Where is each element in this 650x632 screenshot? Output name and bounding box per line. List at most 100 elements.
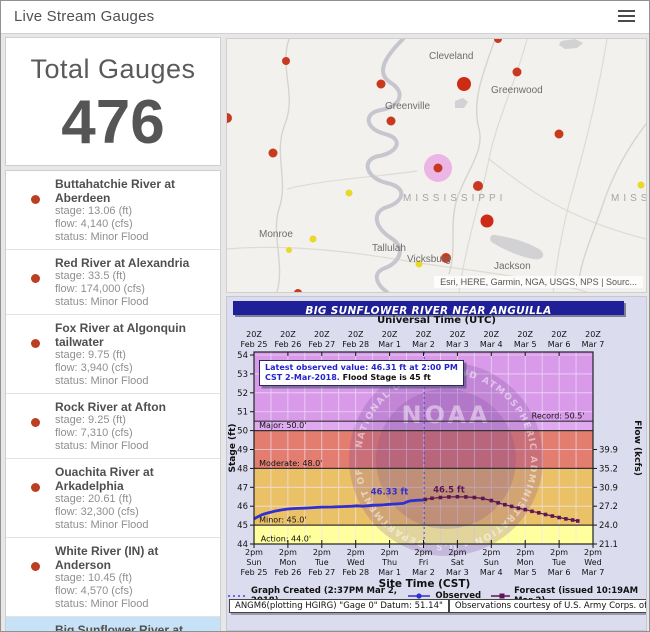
gauge-map-dot[interactable] xyxy=(473,181,483,191)
gauge-map-dot[interactable] xyxy=(294,289,302,292)
gauge-map-dot[interactable] xyxy=(494,39,502,43)
svg-text:20Z: 20Z xyxy=(450,330,466,339)
forecast-marker xyxy=(496,501,500,505)
svg-text:Mar 3: Mar 3 xyxy=(446,568,469,577)
forecast-marker xyxy=(570,518,575,522)
map-panel[interactable]: Cleveland Greenwood Greenville MISSISSIPPI M… xyxy=(226,38,647,293)
gauge-map-dot[interactable] xyxy=(433,163,443,173)
svg-text:20Z: 20Z xyxy=(517,330,533,339)
svg-text:20Z: 20Z xyxy=(551,330,567,339)
svg-text:20Z: 20Z xyxy=(382,330,398,339)
gauge-name: Red River at Alexandria xyxy=(55,256,190,270)
gauge-map-dot[interactable] xyxy=(480,214,494,228)
svg-text:20Z: 20Z xyxy=(348,330,364,339)
svg-text:2pm: 2pm xyxy=(245,548,263,557)
gauge-map-dot[interactable] xyxy=(309,235,317,243)
map-region-label: MISSISS xyxy=(611,193,646,204)
cst-axis-caption: Site Time (CST) xyxy=(378,578,471,590)
chart-footer-box: Observations courtesy of U.S. Army Corps… xyxy=(448,599,646,613)
gauge-list-item[interactable]: White River (IN) at Anderson stage: 10.45… xyxy=(6,538,220,617)
stage-axis-title: Stage (ft) xyxy=(228,424,238,473)
hydrograph-title-bar: BIG SUNFLOWER RIVER NEAR ANGUILLA xyxy=(233,301,624,317)
legend-dotted-swatch-icon xyxy=(228,595,248,597)
svg-text:Mar 2: Mar 2 xyxy=(412,340,435,349)
svg-text:Feb 27: Feb 27 xyxy=(308,340,335,349)
forecast-marker xyxy=(489,498,494,503)
gauge-name: White River (IN) at Anderson xyxy=(55,544,159,572)
svg-text:2pm: 2pm xyxy=(279,548,297,557)
annotation-line1: Latest observed value: 46.31 ft at 2:00 … xyxy=(265,363,458,372)
svg-text:2pm: 2pm xyxy=(381,548,399,557)
gauge-list-item[interactable]: Red River at Alexandria stage: 33.5 (ft) f… xyxy=(6,250,220,315)
gauge-map-dot[interactable] xyxy=(441,253,451,263)
svg-text:49: 49 xyxy=(237,446,248,456)
svg-text:20Z: 20Z xyxy=(483,330,499,339)
latest-observed-annotation: Latest observed value: 46.31 ft at 2:00 … xyxy=(259,360,464,386)
svg-text:Tue: Tue xyxy=(551,558,566,567)
svg-text:47: 47 xyxy=(237,483,248,493)
gauge-list-item[interactable]: Rock River at Afton stage: 9.25 (ft) flow:… xyxy=(6,394,220,459)
svg-text:20Z: 20Z xyxy=(280,330,296,339)
gauge-flow: flow: 32,300 (cfs) xyxy=(55,506,139,518)
legend-label: Observed xyxy=(435,591,482,601)
map-city-label: Vicksburg xyxy=(407,254,451,265)
svg-text:2pm: 2pm xyxy=(550,548,568,557)
gauge-list-item[interactable]: Buttahatchie River at Aberdeen stage: 13.… xyxy=(6,171,220,250)
svg-text:48: 48 xyxy=(237,464,248,474)
svg-text:50: 50 xyxy=(237,427,248,437)
gauge-map-dot[interactable] xyxy=(268,148,278,158)
forecast-marker xyxy=(509,504,514,509)
total-gauges-label: Total Gauges xyxy=(30,54,196,84)
flood-line-label: Record: 50.5' xyxy=(532,412,585,421)
gauge-stage: stage: 9.25 (ft) xyxy=(55,414,126,426)
svg-text:Feb 28: Feb 28 xyxy=(342,340,369,349)
gauge-status-dot-icon xyxy=(31,274,40,283)
gauge-map-dot[interactable] xyxy=(376,79,386,89)
gauge-map-dot[interactable] xyxy=(282,57,290,65)
gauge-stage: stage: 10.45 (ft) xyxy=(55,572,133,584)
svg-text:2pm: 2pm xyxy=(584,548,602,557)
svg-text:Feb 26: Feb 26 xyxy=(274,340,301,349)
gauge-list-item[interactable]: Fox River at Algonquin tailwater stage: 9… xyxy=(6,315,220,394)
hamburger-menu-icon[interactable] xyxy=(618,10,635,24)
gauge-map-dot[interactable] xyxy=(637,181,645,189)
gauge-map-dot[interactable] xyxy=(554,129,564,139)
gauge-map-dot[interactable] xyxy=(286,247,292,253)
svg-text:Mar 1: Mar 1 xyxy=(378,568,401,577)
gauge-name: Big Sunflower River at Anguilla xyxy=(55,623,184,632)
forecast-marker xyxy=(447,495,451,499)
svg-text:24.0: 24.0 xyxy=(599,521,618,531)
svg-text:Feb 27: Feb 27 xyxy=(308,568,335,577)
gauge-map-dot[interactable] xyxy=(512,67,522,77)
gauge-status-dot-icon xyxy=(31,195,40,204)
map-region-label: MISSISSIPPI xyxy=(403,193,507,204)
svg-text:Feb 25: Feb 25 xyxy=(241,340,268,349)
svg-text:Feb 28: Feb 28 xyxy=(342,568,369,577)
svg-text:Tue: Tue xyxy=(314,558,329,567)
svg-text:Mar 4: Mar 4 xyxy=(480,340,503,349)
svg-text:Mar 1: Mar 1 xyxy=(378,340,401,349)
map-city-label: Greenwood xyxy=(491,85,543,96)
forecast-marker xyxy=(430,496,434,501)
gauge-list: Buttahatchie River at Aberdeen stage: 13.… xyxy=(5,170,221,632)
gauge-map-dot[interactable] xyxy=(415,260,423,268)
svg-text:Mar 2: Mar 2 xyxy=(412,568,435,577)
svg-text:20Z: 20Z xyxy=(416,330,432,339)
chart-footer-box: ANGM6(plotting HGIRG) "Gage 0" Datum: 51… xyxy=(229,599,449,613)
svg-text:51: 51 xyxy=(237,408,248,418)
gauge-map-dot[interactable] xyxy=(345,189,353,197)
forecast-marker xyxy=(472,495,477,500)
map-water-bodies xyxy=(455,39,583,260)
gauge-map-dot[interactable] xyxy=(386,116,396,126)
svg-text:35.2: 35.2 xyxy=(599,464,618,474)
page-title: Live Stream Gauges xyxy=(14,8,155,25)
gauge-name: Ouachita River at Arkadelphia xyxy=(55,465,154,493)
gauge-map-dot[interactable] xyxy=(457,77,471,91)
map-attribution[interactable]: Esri, HERE, Garmin, NGA, USGS, NPS | Sou… xyxy=(434,276,643,288)
gauge-stage: stage: 20.61 (ft) xyxy=(55,493,133,505)
svg-text:2pm: 2pm xyxy=(448,548,466,557)
gauge-map-dot[interactable] xyxy=(227,113,232,123)
svg-text:Sun: Sun xyxy=(484,558,499,567)
gauge-list-item[interactable]: Ouachita River at Arkadelphia stage: 20.6… xyxy=(6,459,220,538)
gauge-list-item[interactable]: Big Sunflower River at Anguillastage: 46… xyxy=(6,617,220,632)
